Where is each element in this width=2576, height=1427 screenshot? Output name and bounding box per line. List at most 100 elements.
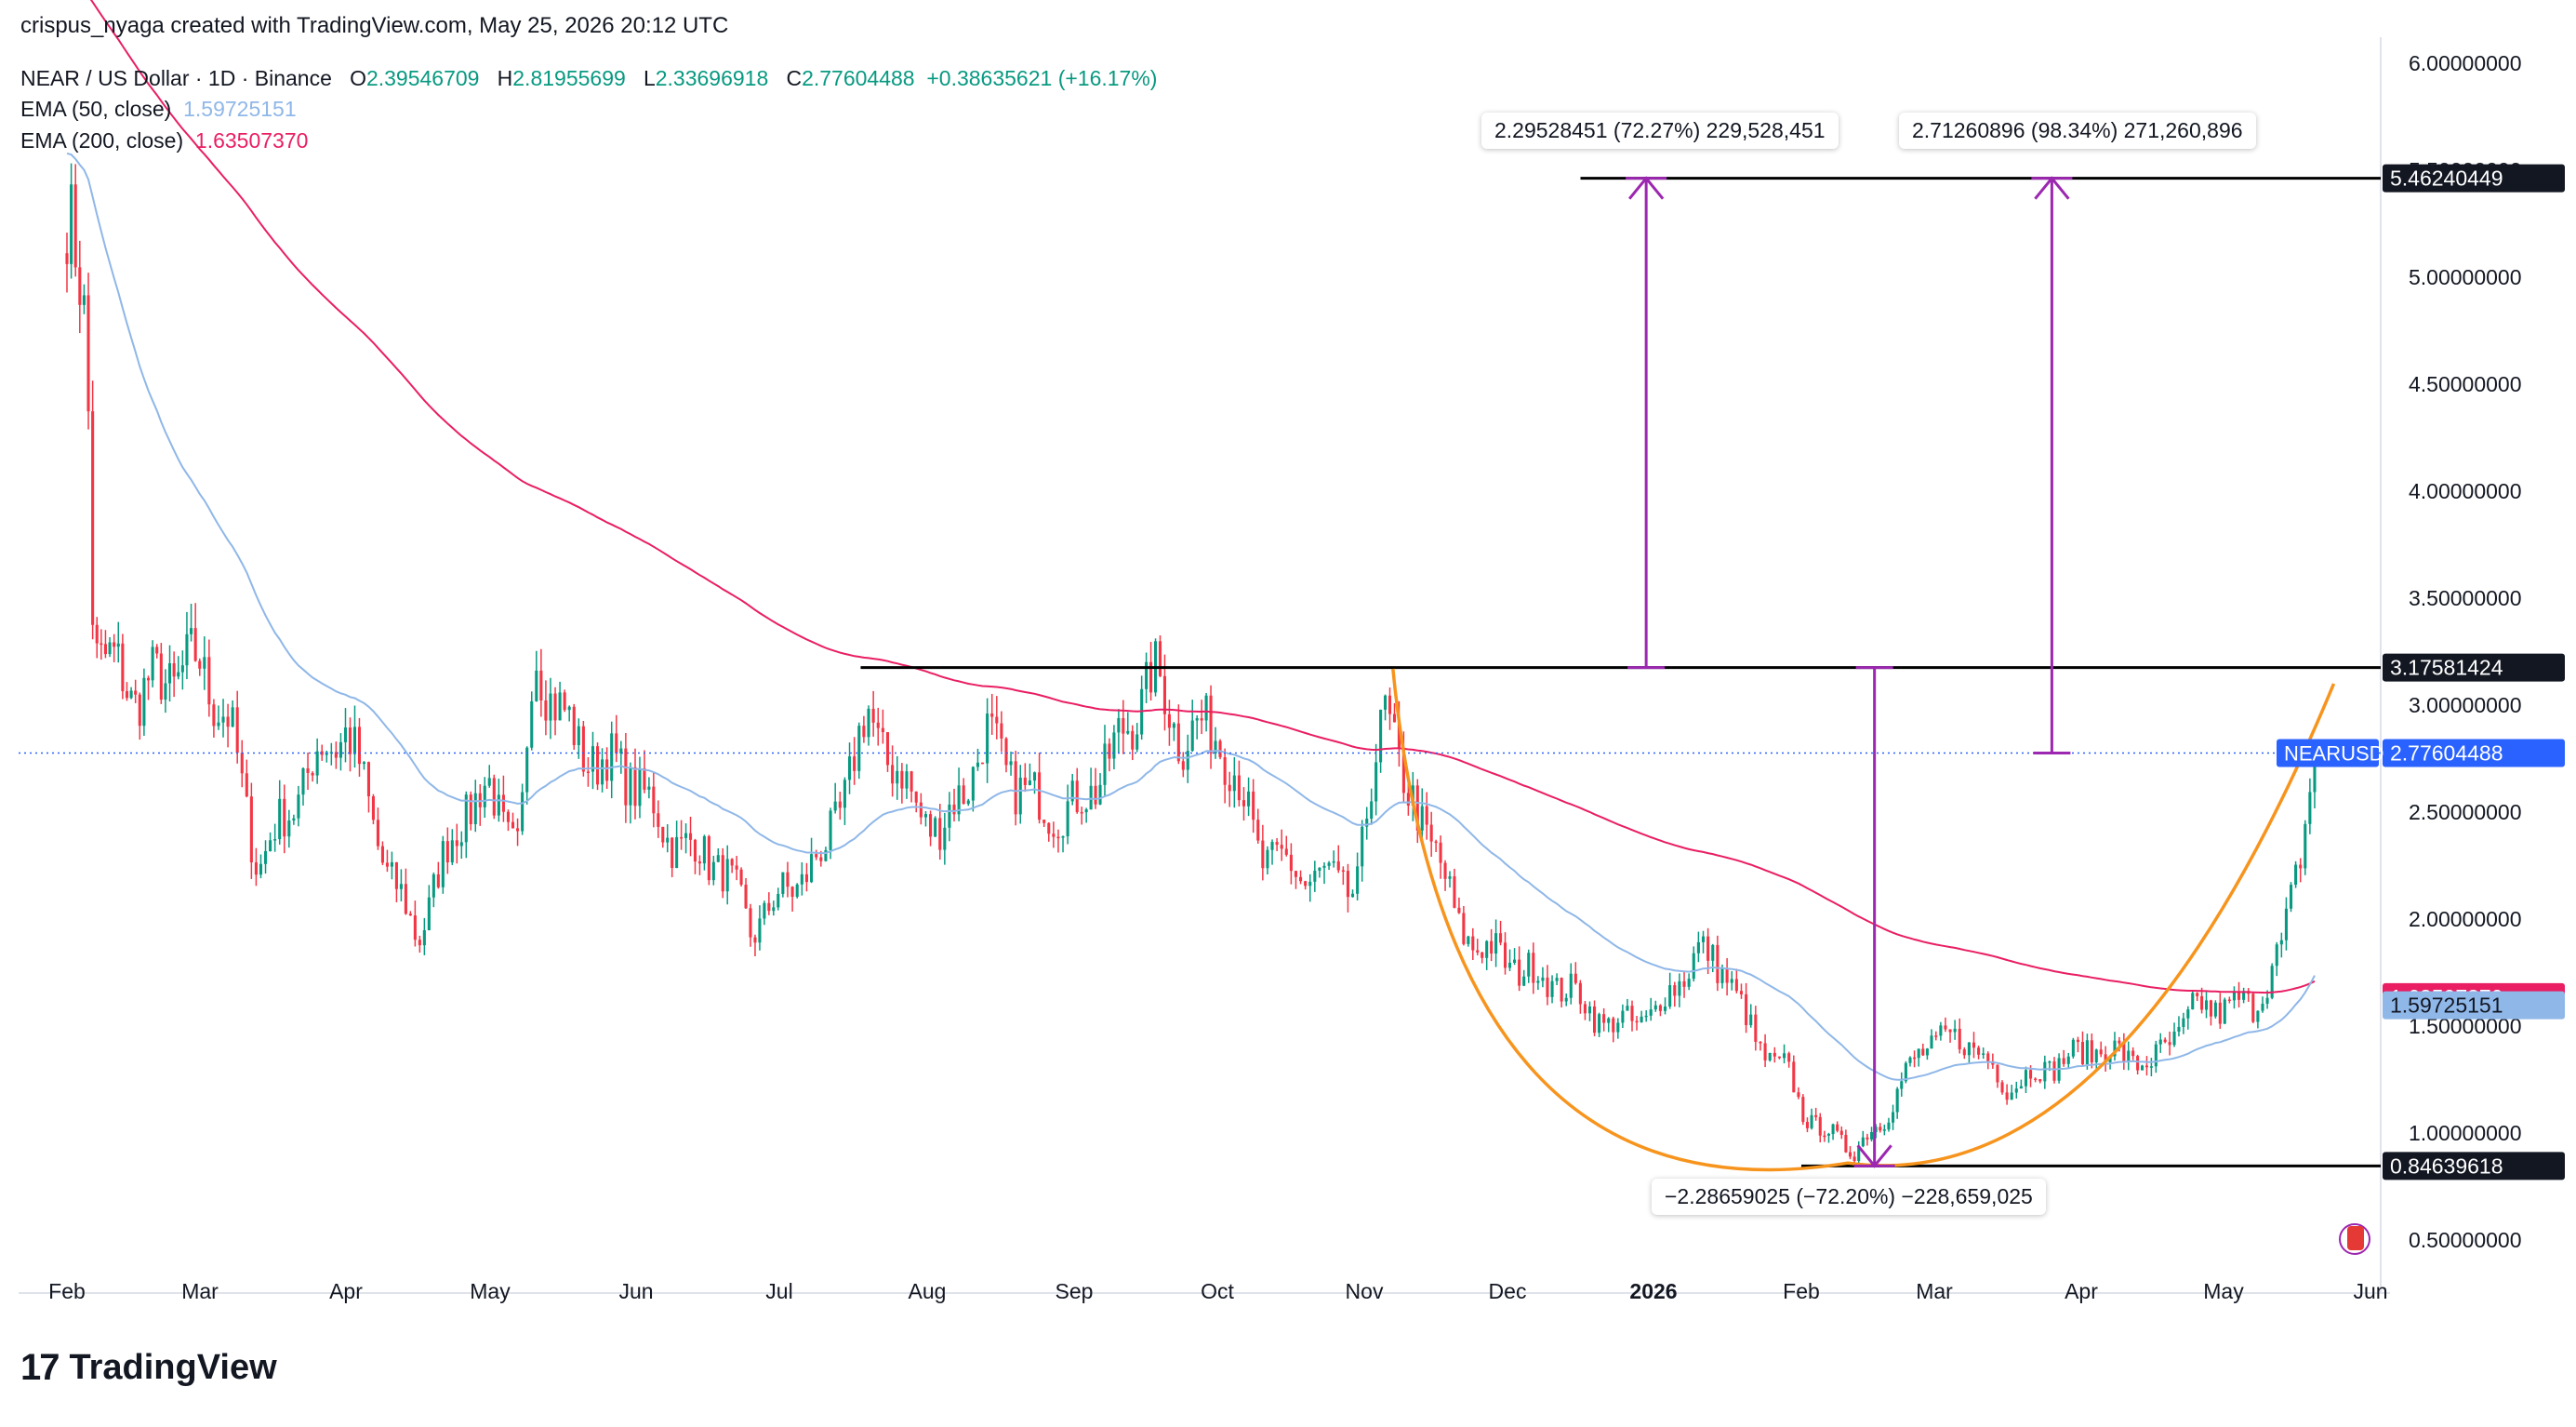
candle-body bbox=[1826, 1133, 1831, 1136]
candle-body bbox=[249, 796, 253, 863]
candle-body bbox=[624, 748, 628, 806]
candle-body bbox=[1485, 940, 1489, 958]
candle-body bbox=[1658, 1005, 1662, 1011]
candle-body bbox=[1379, 709, 1383, 763]
level-price-tag bbox=[2383, 653, 2565, 682]
brand-name: TradingView bbox=[69, 1348, 277, 1387]
candle-body bbox=[1593, 1006, 1597, 1034]
candle-body bbox=[151, 647, 154, 681]
candle-body bbox=[1000, 723, 1003, 739]
candle-body bbox=[1094, 785, 1097, 805]
candle-body bbox=[1972, 1042, 1976, 1048]
candle-body bbox=[1042, 820, 1046, 823]
candle-body bbox=[459, 842, 463, 847]
candle-body bbox=[1494, 933, 1498, 954]
candle-body bbox=[2158, 1039, 2162, 1045]
candle-body bbox=[1857, 1146, 1861, 1161]
candle-body bbox=[1687, 979, 1691, 987]
candle-body bbox=[1361, 826, 1364, 867]
ema50-label: EMA (50, close) bbox=[20, 97, 172, 121]
candle-body bbox=[343, 727, 348, 742]
candle-body bbox=[684, 833, 688, 838]
candle-body bbox=[1831, 1124, 1835, 1134]
y-tick-label: 0.50000000 bbox=[2409, 1228, 2522, 1252]
candle-body bbox=[1917, 1048, 1920, 1059]
ema50-legend[interactable]: EMA (50, close) 1.59725151 bbox=[20, 97, 297, 122]
candle-body bbox=[1777, 1056, 1781, 1059]
candle-body bbox=[948, 804, 951, 828]
candle-body bbox=[1848, 1152, 1852, 1157]
x-tick-label: Aug bbox=[909, 1279, 947, 1303]
candle-body bbox=[943, 827, 947, 850]
candle-body bbox=[910, 771, 913, 792]
ema200-line[interactable] bbox=[67, 0, 2316, 994]
candle-body bbox=[455, 840, 458, 847]
candle-body bbox=[2019, 1086, 2023, 1089]
candle-body bbox=[1745, 994, 1748, 1026]
close-label: C bbox=[786, 66, 803, 90]
candle-body bbox=[483, 785, 486, 807]
candle-body bbox=[2048, 1061, 2052, 1063]
level-price-tag-text: 5.46240449 bbox=[2390, 167, 2503, 191]
candle-body bbox=[1792, 1061, 1796, 1093]
measure-label-1[interactable]: 2.29528451 (72.27%) 229,528,451 bbox=[1481, 113, 1839, 149]
candle-body bbox=[2191, 993, 2195, 1010]
candle-body bbox=[1275, 842, 1279, 846]
candle-body bbox=[2218, 1002, 2222, 1024]
candle-body bbox=[1635, 1020, 1639, 1023]
candle-body bbox=[1228, 784, 1231, 792]
candle-body bbox=[91, 411, 95, 625]
candle-body bbox=[1982, 1053, 1985, 1055]
candle-body bbox=[688, 833, 693, 840]
candle-body bbox=[1621, 1010, 1625, 1023]
candle-body bbox=[1289, 854, 1293, 872]
candle-body bbox=[1967, 1042, 1971, 1056]
candle-body bbox=[1304, 881, 1308, 887]
high-value: 2.81955699 bbox=[512, 66, 626, 90]
candle-body bbox=[418, 940, 421, 946]
close-value: 2.77604488 bbox=[802, 66, 915, 90]
candle-body bbox=[297, 794, 300, 819]
candle-body bbox=[843, 780, 846, 808]
chart-credit: crispus_nyaga created with TradingView.c… bbox=[20, 13, 729, 38]
candle-body bbox=[82, 295, 86, 305]
measure-label-3[interactable]: −2.28659025 (−72.20%) −228,659,025 bbox=[1652, 1179, 2046, 1215]
x-tick-label: Jul bbox=[765, 1279, 792, 1303]
candle-body bbox=[1103, 743, 1107, 785]
candle-body bbox=[1308, 881, 1312, 887]
candle-body bbox=[1135, 734, 1139, 750]
candle-body bbox=[2289, 885, 2293, 909]
candle-body bbox=[385, 862, 389, 867]
candle-body bbox=[492, 778, 496, 816]
candle-body bbox=[2071, 1039, 2075, 1057]
candle-body bbox=[487, 778, 491, 786]
candle-body bbox=[1242, 800, 1246, 807]
candle-body bbox=[1089, 785, 1093, 810]
candle-body bbox=[1023, 777, 1027, 785]
candle-body bbox=[65, 253, 69, 264]
measure-label-2[interactable]: 2.71260896 (98.34%) 271,260,896 bbox=[1899, 113, 2256, 149]
candle-body bbox=[2168, 1042, 2171, 1046]
ema50-value: 1.59725151 bbox=[183, 97, 297, 121]
ema50-line[interactable] bbox=[66, 152, 2316, 1081]
candle-body bbox=[896, 770, 899, 784]
candle-body bbox=[671, 837, 674, 869]
candle-body bbox=[1913, 1057, 1917, 1060]
x-tick-label: Oct bbox=[1201, 1279, 1234, 1303]
cup-curve[interactable] bbox=[1391, 668, 2336, 1172]
y-tick-label: 5.00000000 bbox=[2409, 265, 2522, 289]
candle-body bbox=[1759, 1041, 1762, 1044]
candle-body bbox=[70, 184, 73, 264]
candle-body bbox=[1616, 1022, 1620, 1033]
candle-body bbox=[478, 793, 482, 807]
level-price-tag bbox=[2383, 164, 2565, 193]
candle-body bbox=[1879, 1127, 1882, 1131]
candle-body bbox=[2094, 1049, 2098, 1062]
candle-body bbox=[2154, 1044, 2158, 1067]
ema200-legend[interactable]: EMA (200, close) 1.63507370 bbox=[20, 128, 308, 153]
candle-body bbox=[721, 855, 724, 892]
high-label: H bbox=[497, 66, 513, 90]
candle-body bbox=[436, 874, 440, 887]
symbol-title[interactable]: NEAR / US Dollar · 1D · Binance bbox=[20, 66, 332, 90]
